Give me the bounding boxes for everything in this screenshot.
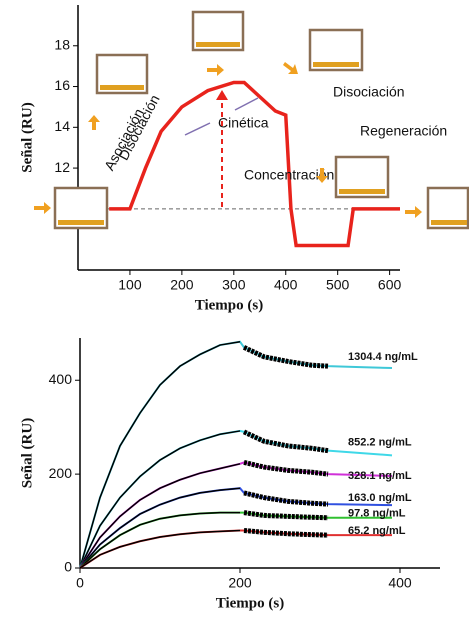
- y-tick-label: 14: [54, 118, 70, 134]
- flow-arrow: [207, 64, 224, 76]
- x-tick-label: 600: [378, 277, 402, 293]
- measured-data: [79, 463, 241, 569]
- sensor-icons: [34, 10, 469, 230]
- annotation: Concentración: [244, 167, 334, 183]
- x-tick-label: 100: [118, 277, 142, 293]
- concentration-arrowhead: [216, 90, 228, 100]
- flow-arrow: [283, 62, 298, 74]
- x-tick-label: 400: [388, 575, 412, 591]
- measured-data: [242, 429, 329, 454]
- x-axis-label: Tiempo (s): [216, 595, 284, 611]
- annotation: Regeneración: [360, 123, 447, 139]
- measured-data: [79, 487, 241, 569]
- sensor-chip: [100, 85, 144, 90]
- measured-data: [79, 430, 241, 569]
- series-line: [79, 529, 392, 569]
- legend-label: 65.2 ng/mL: [348, 525, 406, 537]
- y-tick-label: 200: [49, 465, 73, 481]
- measured-data: [79, 529, 241, 569]
- flow-arrow: [316, 168, 328, 183]
- flow-arrow: [34, 202, 51, 214]
- flow-arrow: [405, 206, 422, 218]
- x-tick-label: 300: [222, 277, 246, 293]
- legend-label: 97.8 ng/mL: [348, 508, 406, 520]
- flow-arrow: [88, 115, 100, 130]
- y-tick-label: 0: [64, 559, 72, 575]
- x-axis-label: Tiempo (s): [195, 297, 263, 313]
- series-line: [79, 340, 393, 569]
- kinetics-arrow: [234, 97, 259, 111]
- y-tick-label: 16: [54, 77, 70, 93]
- y-axis-label: Señal (RU): [19, 418, 35, 488]
- sensor-chip: [58, 220, 104, 225]
- measured-data: [243, 527, 329, 538]
- y-tick-label: 12: [54, 159, 70, 175]
- sensor-chip: [431, 220, 467, 225]
- y-axis-label: Señal (RU): [19, 102, 35, 172]
- kinetics-arrow: [184, 122, 211, 136]
- measured-data: [79, 511, 240, 569]
- y-tick-label: 18: [54, 36, 70, 52]
- legend-label: 328.1 ng/mL: [348, 470, 412, 482]
- sensor-chip: [339, 189, 385, 194]
- measured-data: [79, 341, 241, 569]
- legend-label: 163.0 ng/mL: [348, 492, 412, 504]
- series-line: [79, 511, 392, 569]
- x-tick-label: 0: [76, 575, 84, 591]
- sensor-chip: [313, 62, 359, 67]
- x-tick-label: 200: [170, 277, 194, 293]
- measured-data: [243, 459, 329, 477]
- series-line: [79, 461, 393, 569]
- series-line: [79, 429, 393, 569]
- chart: 0 200 400 0 200 400 Tiempo (s) Señal (RU) 1304.4…: [19, 338, 440, 611]
- legend-label: 1304.4 ng/mL: [348, 351, 418, 363]
- annotation: Cinética: [218, 115, 269, 131]
- x-tick-label: 500: [326, 277, 350, 293]
- x-tick-label: 200: [228, 575, 252, 591]
- measured-data: [243, 490, 329, 507]
- legend-label: 852.2 ng/mL: [348, 436, 412, 448]
- annotation: Disociación: [333, 84, 405, 100]
- measured-data: [243, 510, 329, 521]
- series-line: [109, 80, 400, 248]
- x-tick-label: 400: [274, 277, 298, 293]
- measured-data: [242, 345, 329, 369]
- sensor-chip: [196, 42, 240, 47]
- series-line: [79, 487, 393, 569]
- y-tick-label: 400: [49, 371, 73, 387]
